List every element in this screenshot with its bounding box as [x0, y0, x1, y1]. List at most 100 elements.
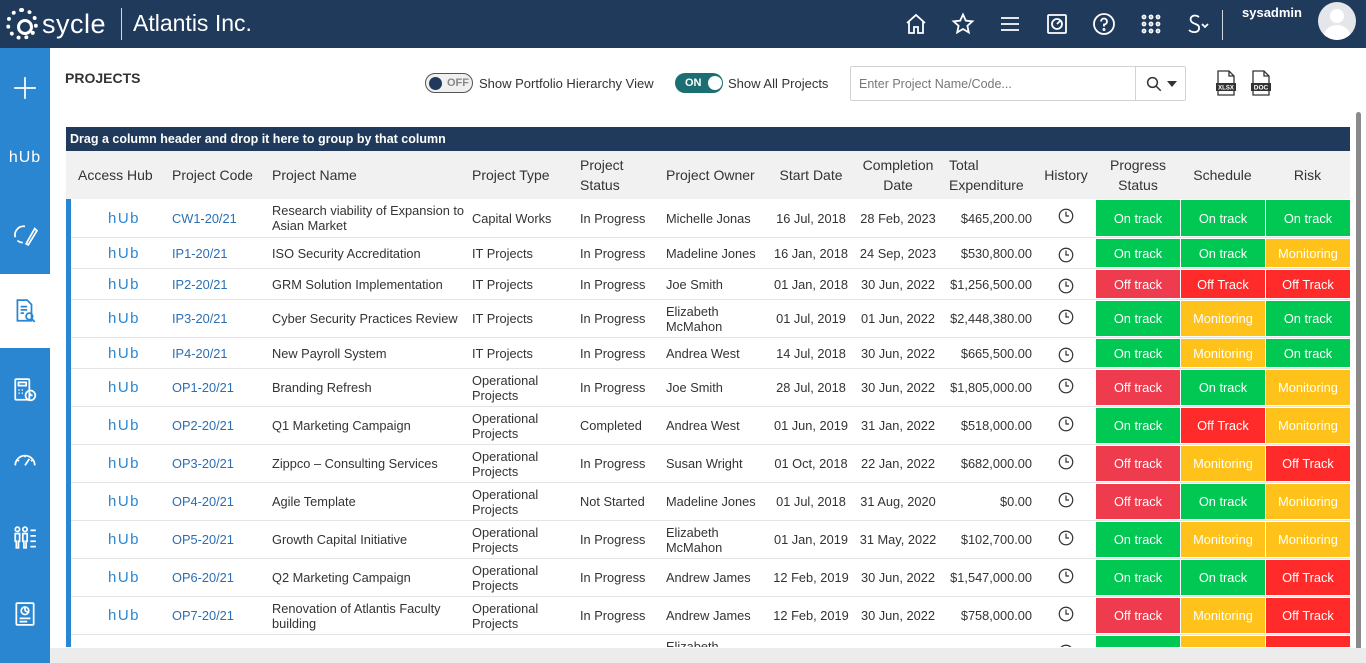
access-hub-link[interactable]: hUb	[78, 483, 170, 520]
calculator-clock-icon[interactable]	[0, 362, 50, 418]
access-hub-link[interactable]: hUb	[78, 559, 170, 596]
group-by-drop-zone[interactable]: Drag a column header and drop it here to…	[66, 127, 1350, 151]
access-hub-link[interactable]: hUb	[78, 521, 170, 558]
apps-grid-icon[interactable]	[1127, 6, 1174, 42]
table-row[interactable]: hUb OP2-20/21 Q1 Marketing Campaign Operati…	[66, 407, 1350, 445]
table-row[interactable]: hUb OP1-20/21 Branding Refresh Operational …	[66, 369, 1350, 407]
project-search-input[interactable]	[851, 67, 1135, 100]
table-row[interactable]: hUb IP3-20/21 Cyber Security Practices Rev…	[66, 300, 1350, 338]
project-code-link[interactable]: OP4-20/21	[172, 494, 234, 509]
table-row[interactable]: hUb IP1-20/21 ISO Security Accreditation IT…	[66, 238, 1350, 269]
project-status: In Progress	[580, 245, 646, 261]
project-status: In Progress	[580, 311, 646, 326]
history-clock-icon[interactable]	[1040, 521, 1092, 558]
history-clock-icon[interactable]	[1040, 445, 1092, 482]
report-icon[interactable]	[0, 586, 50, 642]
access-hub-link[interactable]: hUb	[78, 199, 170, 237]
all-projects-toggle[interactable]: ON	[675, 73, 723, 93]
column-header-project-owner[interactable]: Project Owner	[666, 167, 755, 183]
access-hub-link[interactable]: hUb	[78, 369, 170, 406]
column-header-risk[interactable]: Risk	[1293, 167, 1322, 183]
column-header-project-status[interactable]: Project Status	[580, 157, 624, 193]
export-doc-button[interactable]: DOC	[1250, 70, 1272, 96]
access-hub-link[interactable]: hUb	[78, 269, 170, 299]
shortcuts-icon[interactable]	[1174, 6, 1221, 42]
access-hub-link[interactable]: hUb	[78, 338, 170, 368]
project-code-link[interactable]: OP1-20/21	[172, 380, 234, 395]
project-code-link[interactable]: OP3-20/21	[172, 456, 234, 471]
project-code-link[interactable]: OP6-20/21	[172, 570, 234, 585]
history-clock-icon[interactable]	[1040, 597, 1092, 634]
edit-cycle-icon[interactable]	[0, 206, 50, 262]
column-header-completion-date[interactable]: Completion Date	[862, 157, 934, 193]
star-icon[interactable]	[939, 6, 986, 42]
history-clock-icon[interactable]	[1040, 559, 1092, 596]
column-header-schedule[interactable]: Schedule	[1193, 167, 1252, 183]
search-button[interactable]	[1135, 67, 1185, 100]
history-clock-icon[interactable]	[1040, 635, 1092, 647]
risk-status-badge: On track	[1266, 200, 1350, 236]
table-row[interactable]: hUb IP4-20/21 New Payroll System IT Project…	[66, 338, 1350, 369]
column-header-project-code[interactable]: Project Code	[172, 167, 253, 183]
project-code-link[interactable]: IP1-20/21	[172, 245, 228, 261]
completion-date: 31 Aug, 2020	[860, 494, 936, 509]
project-code-link[interactable]	[172, 635, 268, 647]
access-hub-link[interactable]: hUb	[78, 238, 170, 268]
access-hub-link[interactable]: hUb	[78, 300, 170, 337]
username[interactable]: sysadmin	[1242, 5, 1302, 20]
column-header-progress-status[interactable]: Progress Status	[1109, 157, 1167, 193]
completion-date: 30 Jun, 2022	[860, 380, 935, 395]
project-code-link[interactable]: CW1-20/21	[172, 210, 237, 226]
project-code-link[interactable]: OP2-20/21	[172, 418, 234, 433]
table-row[interactable]: hUb OP5-20/21 Growth Capital Initiative Ope…	[66, 521, 1350, 559]
dashboard-icon[interactable]	[1033, 6, 1080, 42]
hub-icon[interactable]: hUb	[0, 130, 50, 186]
access-hub-link[interactable]: hUb	[78, 597, 170, 634]
project-code-link[interactable]: IP3-20/21	[172, 311, 228, 326]
schedule-status-badge: On track	[1181, 484, 1265, 519]
people-chart-icon[interactable]	[0, 510, 50, 566]
history-clock-icon[interactable]	[1040, 300, 1092, 337]
table-row[interactable]: hUb OP4-20/21 Agile Template Operational Pr…	[66, 483, 1350, 521]
help-icon[interactable]	[1080, 6, 1127, 42]
access-hub-link[interactable]: hUb	[78, 445, 170, 482]
history-clock-icon[interactable]	[1040, 407, 1092, 444]
table-row[interactable]: hUb IP2-20/21 GRM Solution Implementation I…	[66, 269, 1350, 300]
export-xlsx-button[interactable]: XLSX	[1215, 70, 1237, 96]
table-row[interactable]: hUb OP6-20/21 Q2 Marketing Campaign Operati…	[66, 559, 1350, 597]
project-code-link[interactable]: IP2-20/21	[172, 276, 228, 292]
table-row[interactable]: hUb OP3-20/21 Zippco – Consulting Services…	[66, 445, 1350, 483]
project-search-icon[interactable]	[0, 274, 50, 348]
portfolio-hierarchy-toggle[interactable]: OFF	[425, 73, 473, 93]
table-row[interactable]: hUb OP7-20/21 Renovation of Atlantis Facul…	[66, 597, 1350, 635]
horizontal-scroll-area[interactable]	[50, 648, 1366, 663]
vertical-scrollbar[interactable]	[1356, 112, 1361, 652]
column-header-access-hub[interactable]: Access Hub	[78, 167, 153, 183]
sycle-logo[interactable]: sycle	[6, 7, 106, 41]
history-clock-icon[interactable]	[1040, 269, 1092, 299]
add-icon[interactable]	[0, 60, 50, 116]
table-row[interactable]: hUb CW1-20/21 Research viability of Expans…	[66, 199, 1350, 238]
avatar[interactable]	[1318, 2, 1356, 40]
start-date	[770, 635, 852, 647]
project-code-link[interactable]: OP5-20/21	[172, 532, 234, 547]
column-header-total-expenditure[interactable]: Total Expenditure	[949, 157, 1024, 193]
access-hub-link[interactable]: hUb	[78, 407, 170, 444]
project-code-link[interactable]: OP7-20/21	[172, 608, 234, 623]
column-header-history[interactable]: History	[1044, 167, 1088, 183]
history-clock-icon[interactable]	[1040, 338, 1092, 368]
history-clock-icon[interactable]	[1040, 369, 1092, 406]
history-clock-icon[interactable]	[1040, 199, 1092, 237]
table-row[interactable]: Elizabeth	[66, 635, 1350, 647]
column-header-project-name[interactable]: Project Name	[272, 167, 357, 183]
history-clock-icon[interactable]	[1040, 238, 1092, 268]
column-header-project-type[interactable]: Project Type	[472, 167, 550, 183]
project-code-link[interactable]: IP4-20/21	[172, 345, 228, 361]
project-owner: Madeline Jones	[666, 245, 756, 261]
home-icon[interactable]	[892, 6, 939, 42]
column-header-start-date[interactable]: Start Date	[779, 167, 843, 183]
menu-icon[interactable]	[986, 6, 1033, 42]
history-clock-icon[interactable]	[1040, 483, 1092, 520]
gauge-icon[interactable]	[0, 432, 50, 488]
total-expenditure: $518,000.00	[960, 418, 1032, 433]
